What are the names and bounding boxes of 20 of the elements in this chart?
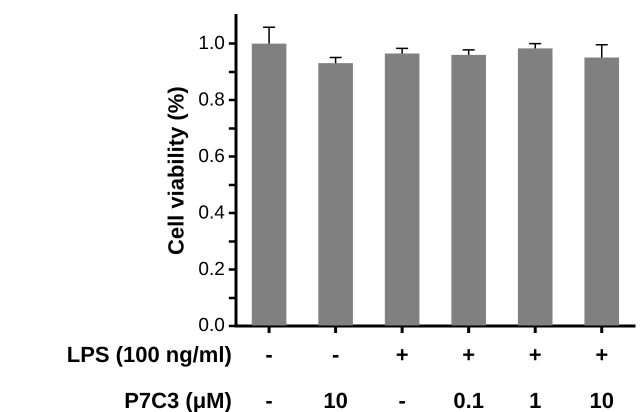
bar [518, 48, 552, 326]
y-tick-label: 0.4 [198, 202, 226, 224]
x-tick-label: - - [265, 342, 273, 412]
x-tick-label: + 0.1 [453, 342, 484, 412]
y-axis-title: Cell viability (%) [163, 86, 188, 256]
x-tick-label: + 10 [589, 342, 614, 412]
y-tick-label: 1.0 [198, 32, 225, 54]
text: LPS (100 ng/ml) [66, 342, 232, 368]
x-tick-label: - 10 [323, 342, 348, 412]
bar [451, 54, 486, 326]
bar [318, 63, 353, 326]
x-tick-label: + 1 [528, 342, 542, 412]
y-tick-label: 0.0 [198, 315, 225, 336]
bar [584, 57, 620, 326]
y-tick-label: 0.6 [198, 146, 225, 167]
y-tick-label: 0.8 [198, 89, 225, 110]
y-tick-label: 0.2 [198, 258, 225, 280]
x-tick-label: + - [396, 342, 409, 412]
bar [384, 54, 420, 326]
bar [252, 44, 286, 326]
